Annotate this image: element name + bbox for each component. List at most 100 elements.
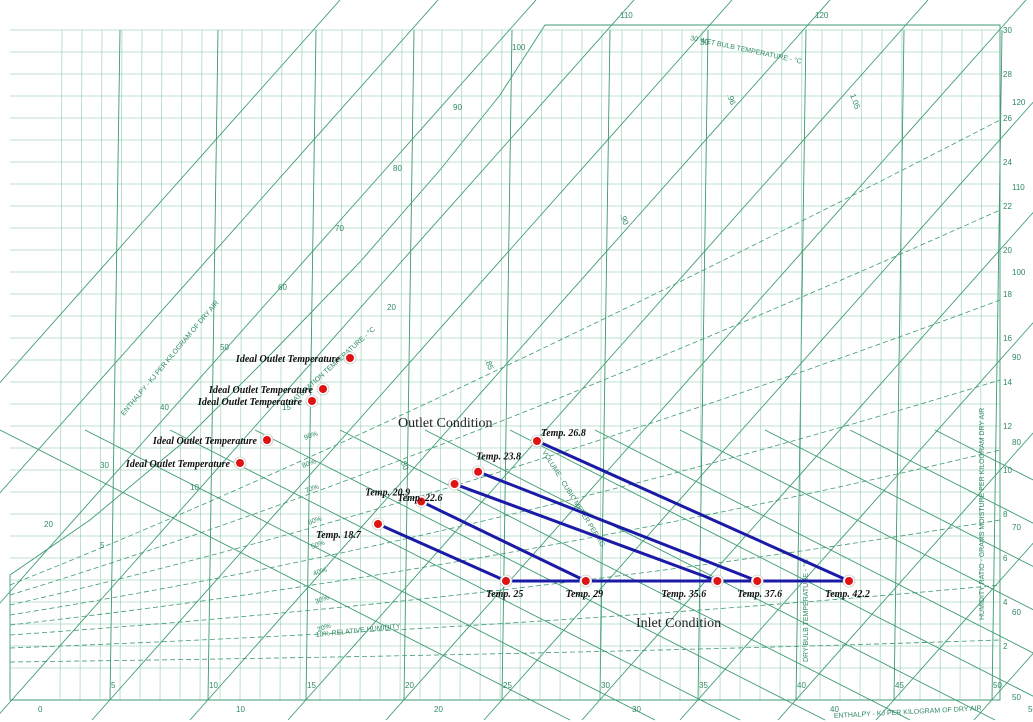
relative-humidity-curve (9, 119, 1001, 586)
outlet-temp-label: Temp. 22.6 (398, 493, 443, 504)
outlet-point (417, 497, 426, 506)
enthalpy-diagonal-tick-label: 60 (278, 283, 287, 292)
dry-bulb-minor-gridline (579, 29, 583, 701)
wet-bulb-gridline (424, 429, 996, 721)
enthalpy-gridline (0, 0, 439, 494)
dry-bulb-minor-gridline (479, 29, 483, 701)
enthalpy-gridline (581, 211, 1033, 721)
humidity-ratio-tick-label: 18 (1003, 290, 1012, 299)
dry-bulb-minor-gridline (759, 29, 763, 701)
dry-bulb-minor-gridline (379, 29, 383, 701)
dry-bulb-minor-gridline (659, 29, 663, 701)
dry-bulb-minor-gridline (719, 29, 723, 701)
wet-bulb-gridline (509, 429, 1033, 697)
humidity-ratio-tick-label: 8 (1003, 510, 1008, 519)
dry-bulb-minor-gridline (899, 29, 903, 701)
enthalpy-diagonal-tick-label: 70 (335, 224, 344, 233)
enthalpy-bottom-tick-label: 20 (434, 705, 443, 714)
enthalpy-bottom-tick-label: 0 (38, 705, 43, 714)
ideal-outlet-point (308, 397, 316, 405)
outlet-temp-label: Temp. 18.7 (316, 530, 362, 541)
inlet-point (713, 577, 722, 585)
chart-axis-labels: ENTHALPY - KJ PER KILOGRAM OF DRY AIR EN… (120, 34, 986, 720)
inlet-condition-label: Inlet Condition (636, 616, 721, 631)
dry-bulb-tick-label: 30 (601, 681, 610, 690)
ideal-outlet-label: Ideal Outlet Temperature (152, 436, 258, 447)
dry-bulb-tick-label: 5 (111, 681, 116, 690)
volume-tick-label: .80 (398, 458, 410, 472)
dry-bulb-tick-label: 20 (405, 681, 414, 690)
dry-bulb-minor-gridline (959, 29, 963, 701)
dry-bulb-tick-label: 50 (993, 681, 1002, 690)
volume-tick-label: .85 (483, 358, 495, 372)
ideal-outlet-point (263, 436, 271, 444)
enthalpy-top-tick-label: 120 (815, 11, 829, 20)
humidity-ratio-tick-label: 30 (1003, 26, 1012, 35)
volume-tick-label: .96 (725, 93, 737, 107)
process-points (371, 434, 856, 588)
dew-point-tick-label: 60 (1012, 608, 1021, 617)
dry-bulb-minor-gridline (399, 29, 403, 701)
humidity-ratio-tick-label: 14 (1003, 378, 1012, 387)
relative-humidity-tick-label: 60% (307, 516, 323, 527)
volume-tick-label: .90 (618, 213, 630, 227)
enthalpy-bottom-tick-label: 30 (632, 705, 641, 714)
dry-bulb-minor-gridline (799, 29, 803, 701)
dry-bulb-minor-gridline (839, 29, 843, 701)
relative-humidity-tick-label: 70% (304, 484, 320, 495)
dry-bulb-minor-gridline (439, 29, 443, 701)
wet-bulb-gridline (764, 429, 1033, 567)
cooling-process-line (535, 439, 851, 583)
process-lines (376, 439, 851, 583)
outlet-point (533, 437, 541, 445)
dry-bulb-axis-label: DRY BULB TEMPERATURE - °C (802, 559, 810, 662)
relative-humidity-curve (9, 584, 1001, 649)
chart-outline (9, 24, 1001, 701)
dry-bulb-tick-label: 25 (503, 681, 512, 690)
dry-bulb-minor-gridline (179, 29, 183, 701)
dew-point-tick-label: 50 (1012, 693, 1021, 702)
dry-bulb-gridline (501, 29, 513, 701)
enthalpy-bottom-tick-label: 10 (236, 705, 245, 714)
dry-bulb-minor-gridline (859, 29, 863, 701)
wet-bulb-gridline (84, 429, 656, 721)
dry-bulb-minor-gridline (879, 29, 883, 701)
humidity-ratio-tick-label: 16 (1003, 334, 1012, 343)
ideal-outlet-point (236, 459, 244, 467)
relative-humidity-curve (9, 209, 1001, 596)
humidity-ratio-tick-label: 24 (1003, 158, 1012, 167)
enthalpy-gridline (0, 0, 537, 604)
dry-bulb-minor-gridline (459, 29, 463, 701)
outlet-temp-label: Temp. 23.8 (476, 452, 521, 463)
enthalpy-gridline (91, 0, 733, 721)
dry-bulb-tick-label: 45 (895, 681, 904, 690)
inlet-temp-label: Temp. 42.2 (825, 589, 870, 600)
dry-bulb-gridline (991, 29, 1003, 701)
cooling-process-line (453, 482, 719, 583)
relative-humidity-curve (9, 379, 1001, 616)
inlet-temp-label: Temp. 25 (486, 589, 523, 600)
enthalpy-gridline (189, 0, 831, 721)
outlet-temp-label: Temp. 26.8 (541, 428, 586, 439)
dry-bulb-gridline (697, 29, 709, 701)
dry-bulb-minor-gridline (559, 29, 563, 701)
ideal-outlet-point (319, 385, 327, 393)
enthalpy-diagonal-tick-label: 40 (160, 403, 169, 412)
dry-bulb-minor-gridline (279, 29, 283, 701)
wet-bulb-gridline (169, 429, 741, 721)
wet-bulb-tick-label: 5 (100, 541, 105, 550)
dry-bulb-minor-gridline (359, 29, 363, 701)
dry-bulb-minor-gridline (199, 29, 203, 701)
dew-point-tick-label: 100 (1012, 268, 1026, 277)
humidity-ratio-tick-label: 28 (1003, 70, 1012, 79)
ideal-outlet-label: Ideal Outlet Temperature (197, 397, 303, 408)
enthalpy-gridline (777, 432, 1033, 721)
dry-bulb-minor-gridline (59, 29, 63, 701)
dry-bulb-minor-gridline (299, 29, 303, 701)
humidity-ratio-tick-label: 2 (1003, 642, 1008, 651)
relative-humidity-tick-label: 40% (312, 567, 328, 578)
humidity-ratio-tick-label: 20 (1003, 246, 1012, 255)
cooling-process-line (376, 522, 508, 583)
